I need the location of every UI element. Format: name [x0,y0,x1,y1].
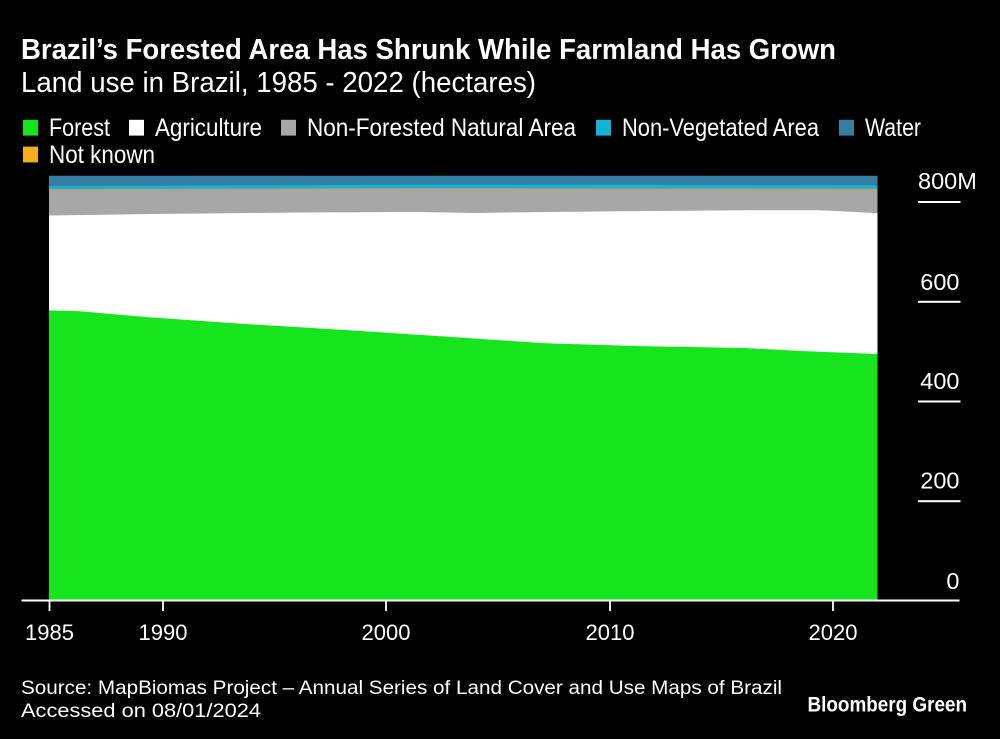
svg-text:Bloomberg Green: Bloomberg Green [808,693,968,717]
svg-text:Non-Vegetated Area: Non-Vegetated Area [622,114,819,142]
svg-text:2020: 2020 [809,620,858,645]
svg-text:Agriculture: Agriculture [155,114,262,142]
svg-text:Accessed on 08/01/2024: Accessed on 08/01/2024 [21,700,261,722]
svg-text:2000: 2000 [362,620,411,645]
svg-text:Brazil’s Forested Area Has Shr: Brazil’s Forested Area Has Shrunk While … [21,34,836,66]
svg-text:Water: Water [865,114,921,142]
svg-text:800M: 800M [918,168,977,194]
svg-text:Non-Forested Natural Area: Non-Forested Natural Area [307,114,576,142]
svg-text:Source: MapBiomas Project – An: Source: MapBiomas Project – Annual Serie… [21,677,782,699]
svg-text:1985: 1985 [25,620,74,645]
svg-text:0: 0 [946,568,959,594]
svg-text:1990: 1990 [139,620,188,645]
svg-text:600: 600 [920,269,959,295]
svg-text:400: 400 [920,368,959,394]
svg-text:Not known: Not known [49,141,155,169]
svg-text:Forest: Forest [49,114,110,142]
svg-text:Land use in Brazil, 1985 - 202: Land use in Brazil, 1985 - 2022 (hectare… [21,67,536,99]
svg-text:2010: 2010 [586,620,635,645]
svg-text:200: 200 [920,468,959,494]
